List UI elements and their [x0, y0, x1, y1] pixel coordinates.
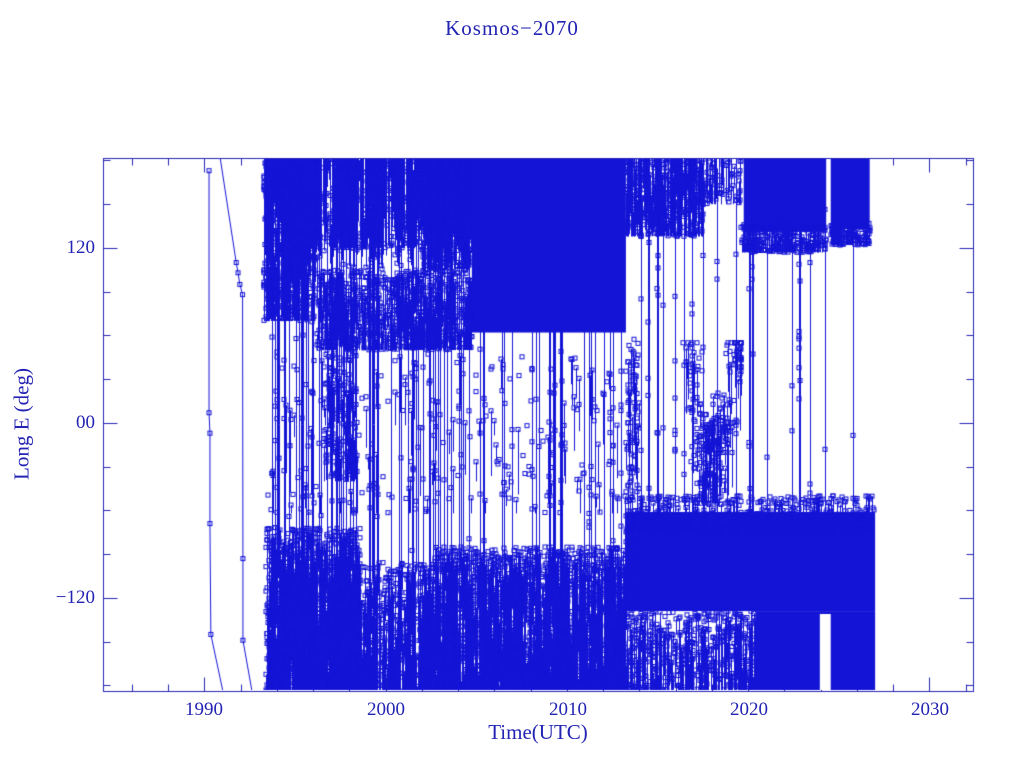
x-tick-label-2010: 2010 — [549, 699, 587, 720]
x-tick-label-2000: 2000 — [367, 699, 405, 720]
y-tick-label-120: 120 — [66, 237, 96, 258]
x-tick-label-2030: 2030 — [911, 699, 949, 720]
x-tick-label-1990: 1990 — [185, 699, 223, 720]
chart-title: Kosmos−2070 — [445, 16, 579, 40]
y-tick-label-neg120: −120 — [55, 587, 95, 608]
x-tick-label-2020: 2020 — [730, 699, 768, 720]
y-tick-label-00: 00 — [76, 412, 95, 433]
x-axis-label: Time(UTC) — [488, 720, 588, 744]
